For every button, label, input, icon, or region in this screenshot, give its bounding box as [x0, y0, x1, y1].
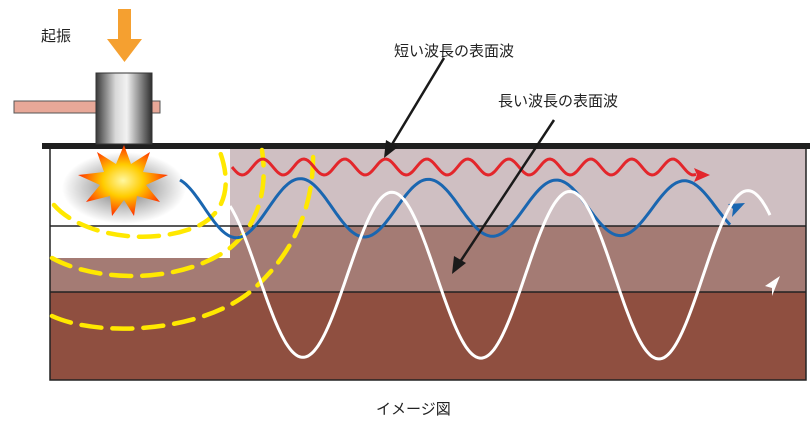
wavefront-1: [51, 149, 228, 239]
long-wave-pointer: [458, 119, 556, 263]
excitation-arrow-head: [107, 39, 142, 62]
impact-weight: [95, 72, 153, 145]
medium-wavelength-wave: [179, 177, 732, 240]
ground-surface: [42, 143, 810, 149]
long-wavelength-wave: [228, 189, 772, 361]
short-wave-pointer-head: [384, 140, 398, 158]
short-wave-pointer: [389, 57, 446, 147]
wavefront-2: [49, 147, 266, 279]
long-wave-pointer-head: [452, 256, 466, 274]
excitation-label: 起振: [41, 27, 72, 45]
short-wavelength-wave: [230, 157, 697, 177]
excitation-arrow-shaft: [118, 9, 131, 41]
burst-icon: [78, 145, 168, 216]
short-wave-label: 短い波長の表面波: [394, 42, 515, 60]
long-wave-label: 長い波長の表面波: [498, 92, 619, 110]
caption: イメージ図: [376, 400, 451, 418]
wavefront-3: [49, 147, 316, 331]
short-wave-arrowhead: [694, 168, 710, 182]
long-wave-arrowhead: [765, 276, 780, 296]
mid-wave-arrowhead: [728, 203, 745, 217]
